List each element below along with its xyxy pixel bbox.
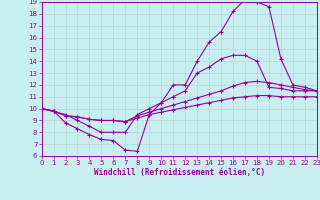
X-axis label: Windchill (Refroidissement éolien,°C): Windchill (Refroidissement éolien,°C) bbox=[94, 168, 265, 177]
